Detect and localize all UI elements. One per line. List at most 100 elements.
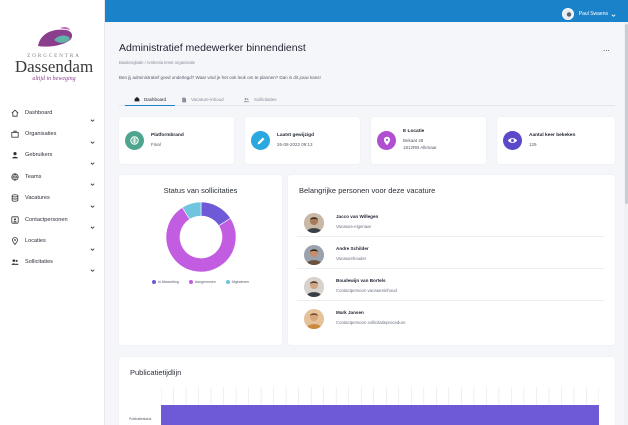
avatar bbox=[304, 245, 324, 265]
legend-item[interactable]: In Afwachting bbox=[152, 280, 179, 284]
person-name: Andre Schilder bbox=[336, 246, 369, 251]
sidebar-item-teams[interactable]: Teams bbox=[0, 166, 105, 187]
sidebar-item-gebruikers[interactable]: Gebruikers bbox=[0, 145, 105, 166]
legend-label: In Afwachting bbox=[158, 280, 179, 284]
people-card: Belangrijke personen voor deze vacature … bbox=[288, 175, 615, 345]
stat-card-aantal-bekeken: Aantal keer bekeken 129 bbox=[497, 117, 615, 164]
user-menu[interactable]: Paul Swaens bbox=[561, 5, 616, 23]
sidebar-item-label: Dashboard bbox=[25, 109, 53, 116]
sidebar-item-label: Vacatures bbox=[25, 195, 50, 202]
status-card: Status van sollicitaties In Afwachting Aa… bbox=[119, 175, 282, 345]
sidebar-item-dashboard[interactable]: Dashboard bbox=[0, 102, 105, 123]
stat-value-secondary: 1812RB Alkmaar bbox=[403, 145, 437, 150]
globe-icon bbox=[11, 173, 19, 181]
list-item[interactable]: Boudewijn van Bortels Contactpersoon vac… bbox=[297, 271, 604, 301]
database-icon bbox=[11, 194, 19, 202]
tab-sollicitaties[interactable]: Sollicitaties bbox=[243, 93, 277, 106]
sidebar-item-label: Sollicitaties bbox=[25, 259, 53, 266]
topbar: Paul Swaens bbox=[105, 0, 628, 22]
contact-card-icon bbox=[11, 216, 19, 224]
page-subtitle: Ben jij administratief goed onderlegd? W… bbox=[119, 75, 321, 80]
list-item[interactable]: Mark Jansen Contactpersoon sollicitatiep… bbox=[297, 303, 604, 333]
card-title: Belangrijke personen voor deze vacature bbox=[299, 186, 436, 195]
person-role: Vacature-eigenaar bbox=[336, 224, 372, 229]
chevron-down-icon bbox=[90, 260, 95, 272]
legend-item[interactable]: Afgewezen bbox=[225, 280, 249, 284]
legend-label: Aangenomen bbox=[194, 280, 216, 284]
timeline-card: Publicatietijdlijn Publicatiestatus bbox=[119, 357, 615, 425]
page-scrollbar[interactable] bbox=[624, 22, 628, 425]
sidebar-item-label: Gebruikers bbox=[25, 152, 53, 159]
legend-swatch bbox=[188, 280, 193, 284]
users-icon bbox=[243, 97, 250, 103]
platform-icon bbox=[125, 131, 144, 150]
brand-name: Dassendam bbox=[14, 57, 94, 76]
stat-value: Bekaat 48 bbox=[403, 138, 424, 143]
legend-label: Afgewezen bbox=[231, 280, 249, 284]
donut-slice-afgewezen[interactable] bbox=[181, 201, 202, 220]
stat-card-locatie: E Locatie Bekaat 48 1812RB Alkmaar bbox=[371, 117, 486, 164]
sidebar-item-label: Contactpersonen bbox=[25, 216, 68, 223]
user-icon bbox=[11, 151, 19, 159]
home-icon bbox=[134, 96, 140, 102]
person-role: Contactpersoon sollicitatieprocedure bbox=[336, 320, 406, 325]
sidebar-item-vacatures[interactable]: Vacatures bbox=[0, 188, 105, 209]
chevron-down-icon bbox=[90, 110, 95, 123]
chevron-down-icon bbox=[90, 153, 95, 165]
person-role: Contactpersoon vacatureinhoud bbox=[336, 288, 397, 293]
sidebar-item-locaties[interactable]: Locaties bbox=[0, 230, 105, 251]
chevron-down-icon bbox=[90, 239, 95, 251]
more-options-button[interactable]: ... bbox=[603, 44, 610, 53]
tab-label: Sollicitaties bbox=[254, 97, 277, 102]
stat-title: Aantal keer bekeken bbox=[529, 133, 576, 138]
stat-value: 26-08-2022 09:13 bbox=[277, 142, 313, 147]
card-title: Publicatietijdlijn bbox=[130, 368, 182, 377]
chart-legend: In Afwachting Aangenomen Afgewezen bbox=[119, 280, 282, 284]
tab-dashboard[interactable]: Dashboard bbox=[125, 93, 175, 106]
stat-card-laatst-gewijzigd: Laatst gewijzigd 26-08-2022 09:13 bbox=[245, 117, 360, 164]
stat-value: Final bbox=[151, 142, 161, 147]
person-name: Mark Jansen bbox=[336, 310, 364, 315]
user-name: Paul Swaens bbox=[578, 11, 608, 17]
sidebar-item-label: Teams bbox=[25, 173, 42, 180]
chevron-down-icon bbox=[90, 174, 95, 187]
sidebar-item-contactpersonen[interactable]: Contactpersonen bbox=[0, 209, 105, 230]
avatar bbox=[304, 309, 324, 329]
avatar bbox=[304, 213, 324, 233]
sidebar-item-organisaties[interactable]: Organisaties bbox=[0, 123, 105, 144]
brand-logo[interactable]: ZORGCENTRA Dassendam altijd in beweging bbox=[8, 26, 100, 86]
legend-item[interactable]: Aangenomen bbox=[188, 280, 216, 284]
tab-vacature-inhoud[interactable]: Vacature-inhoud bbox=[181, 93, 224, 106]
stat-title: E Locatie bbox=[403, 129, 425, 134]
donut-slice-aangenomen[interactable] bbox=[165, 207, 237, 273]
page-title: Administratief medewerker binnendienst bbox=[119, 42, 306, 54]
timeline-bar[interactable] bbox=[161, 405, 599, 425]
brand-prefix: ZORGCENTRA bbox=[27, 54, 81, 59]
list-item[interactable]: Jacco van Willegen Vacature-eigenaar bbox=[297, 207, 604, 237]
home-icon bbox=[11, 109, 19, 117]
stat-title: Platformbrand bbox=[151, 133, 184, 138]
person-role: Vacaturehouder bbox=[336, 256, 367, 261]
person-name: Boudewijn van Bortels bbox=[336, 278, 386, 283]
eye-icon bbox=[503, 131, 522, 150]
chevron-down-icon bbox=[90, 217, 95, 230]
chart-title: Status van sollicitaties bbox=[163, 186, 238, 195]
map-pin-icon bbox=[377, 131, 396, 150]
scrollbar-thumb[interactable] bbox=[624, 24, 628, 204]
avatar bbox=[304, 277, 324, 297]
document-icon bbox=[181, 97, 187, 103]
chevron-down-icon bbox=[90, 196, 95, 208]
sidebar: ZORGCENTRA Dassendam altijd in beweging … bbox=[0, 0, 105, 425]
stat-card-platformbrand: Platformbrand Final bbox=[119, 117, 234, 164]
chevron-down-icon bbox=[611, 5, 616, 23]
avatar bbox=[561, 8, 574, 20]
list-item[interactable]: Andre Schilder Vacaturehouder bbox=[297, 239, 604, 269]
chevron-down-icon bbox=[90, 132, 95, 144]
sidebar-item-label: Organisaties bbox=[25, 131, 57, 138]
briefcase-icon bbox=[11, 130, 19, 138]
sidebar-item-sollicitaties[interactable]: Sollicitaties bbox=[0, 252, 105, 273]
map-pin-icon bbox=[11, 237, 19, 246]
pencil-icon bbox=[251, 131, 270, 150]
breadcrumb[interactable]: Baakenglade / Ambenia kmet organisatie bbox=[119, 60, 196, 65]
person-name: Jacco van Willegen bbox=[336, 214, 379, 219]
